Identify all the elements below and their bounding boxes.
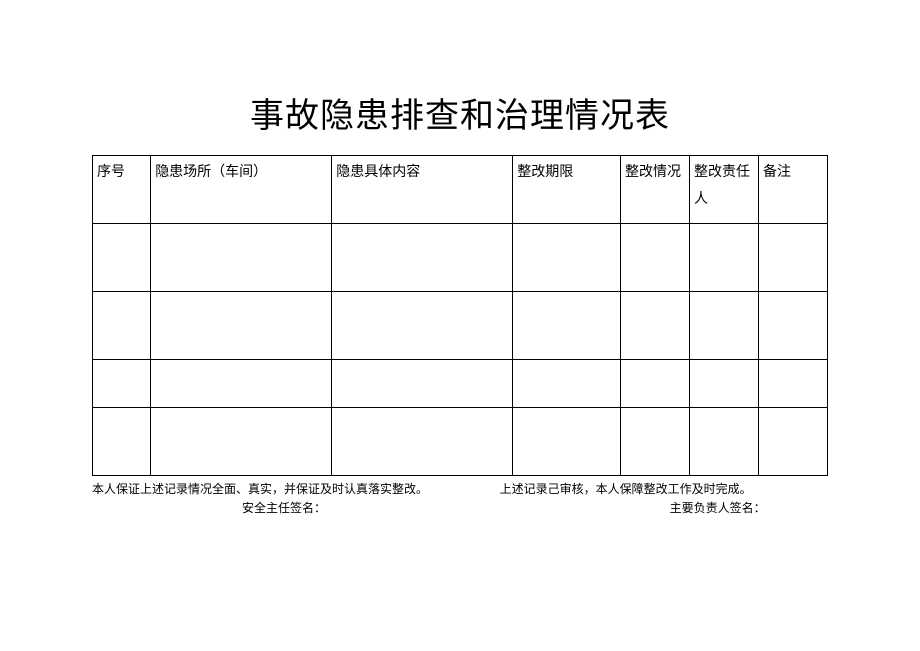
cell	[758, 224, 827, 292]
th-remark: 备注	[758, 156, 827, 224]
cell	[690, 360, 759, 408]
table-row	[93, 408, 828, 476]
cell	[332, 408, 513, 476]
document-page: 事故隐患排查和治理情况表 序号 隐患场所（车间） 隐患具体内容 整改期限 整改情…	[0, 0, 920, 518]
cell	[93, 224, 151, 292]
page-title: 事故隐患排查和治理情况表	[92, 88, 828, 137]
cell	[93, 292, 151, 360]
cell	[513, 360, 621, 408]
footer-left: 本人保证上述记录情况全面、真实，并保证及时认真落实整改。 安全主任签名：	[92, 480, 470, 518]
cell	[758, 408, 827, 476]
th-status: 整改情况	[621, 156, 690, 224]
cell	[513, 408, 621, 476]
cell	[151, 360, 332, 408]
table-header-row: 序号 隐患场所（车间） 隐患具体内容 整改期限 整改情况 整改责任人 备注	[93, 156, 828, 224]
cell	[758, 360, 827, 408]
table-row	[93, 292, 828, 360]
table-row	[93, 360, 828, 408]
cell	[758, 292, 827, 360]
cell	[151, 292, 332, 360]
safety-director-signature-label: 安全主任签名：	[92, 499, 470, 518]
table-row	[93, 224, 828, 292]
footer-left-statement: 本人保证上述记录情况全面、真实，并保证及时认真落实整改。	[92, 480, 470, 499]
cell	[513, 224, 621, 292]
cell	[332, 292, 513, 360]
cell	[151, 408, 332, 476]
cell	[621, 408, 690, 476]
cell	[332, 224, 513, 292]
cell	[690, 408, 759, 476]
cell	[621, 360, 690, 408]
cell	[690, 224, 759, 292]
cell	[621, 292, 690, 360]
cell	[332, 360, 513, 408]
footer: 本人保证上述记录情况全面、真实，并保证及时认真落实整改。 安全主任签名： 上述记…	[92, 480, 828, 518]
cell	[151, 224, 332, 292]
cell	[93, 408, 151, 476]
cell	[93, 360, 151, 408]
principal-signature-label: 主要负责人签名：	[500, 499, 828, 518]
cell	[621, 224, 690, 292]
th-location: 隐患场所（车间）	[151, 156, 332, 224]
footer-right: 上述记录己审核，本人保障整改工作及时完成。 主要负责人签名：	[470, 480, 828, 518]
th-content: 隐患具体内容	[332, 156, 513, 224]
hazard-table: 序号 隐患场所（车间） 隐患具体内容 整改期限 整改情况 整改责任人 备注	[92, 155, 828, 476]
cell	[690, 292, 759, 360]
cell	[513, 292, 621, 360]
th-deadline: 整改期限	[513, 156, 621, 224]
th-seq: 序号	[93, 156, 151, 224]
footer-right-statement: 上述记录己审核，本人保障整改工作及时完成。	[500, 480, 828, 499]
th-owner: 整改责任人	[690, 156, 759, 224]
